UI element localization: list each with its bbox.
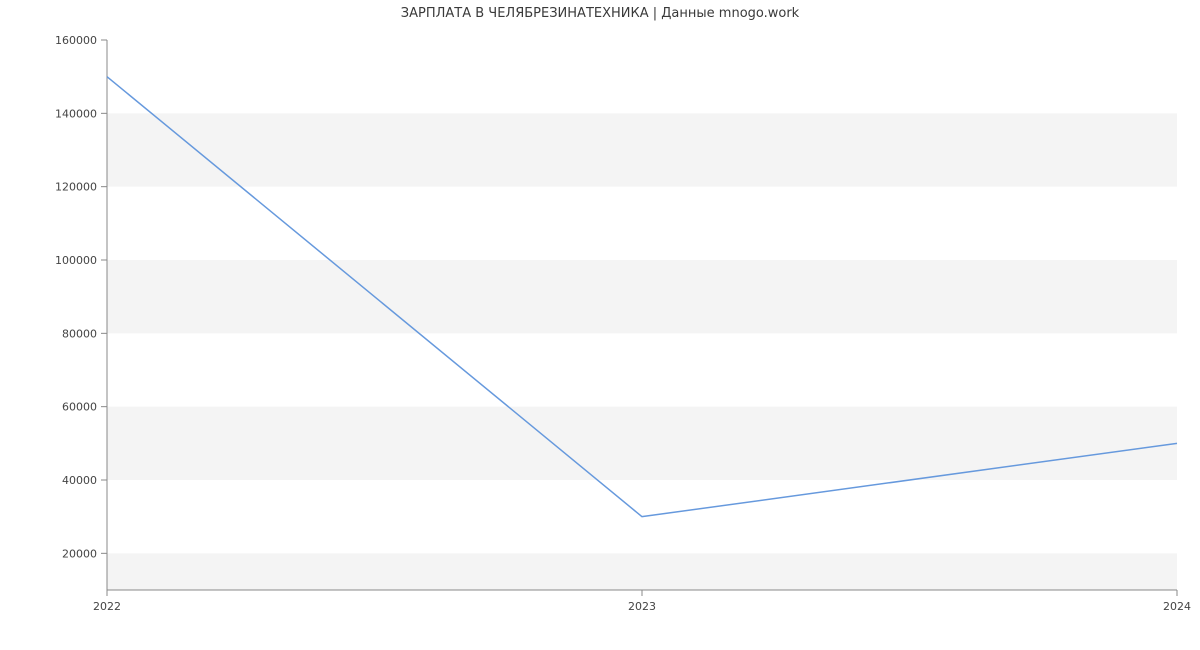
y-tick-label: 20000: [62, 547, 97, 560]
y-tick-label: 40000: [62, 474, 97, 487]
y-tick-label: 120000: [55, 181, 97, 194]
y-tick-label: 60000: [62, 401, 97, 414]
grid-band: [107, 407, 1177, 480]
salary-line-chart: ЗАРПЛАТА В ЧЕЛЯБРЕЗИНАТЕХНИКА | Данные m…: [0, 0, 1200, 650]
y-tick-label: 140000: [55, 107, 97, 120]
y-tick-label: 100000: [55, 254, 97, 267]
x-tick-label: 2023: [628, 600, 656, 613]
grid-band: [107, 113, 1177, 186]
y-tick-label: 80000: [62, 327, 97, 340]
grid-band: [107, 260, 1177, 333]
chart-svg: 20000 40000 60000 80000 100000 120000 140000 16…: [0, 0, 1200, 650]
x-tick-label: 2024: [1163, 600, 1191, 613]
x-tick-label: 2022: [93, 600, 121, 613]
y-tick-label: 160000: [55, 34, 97, 47]
grid-band: [107, 553, 1177, 590]
